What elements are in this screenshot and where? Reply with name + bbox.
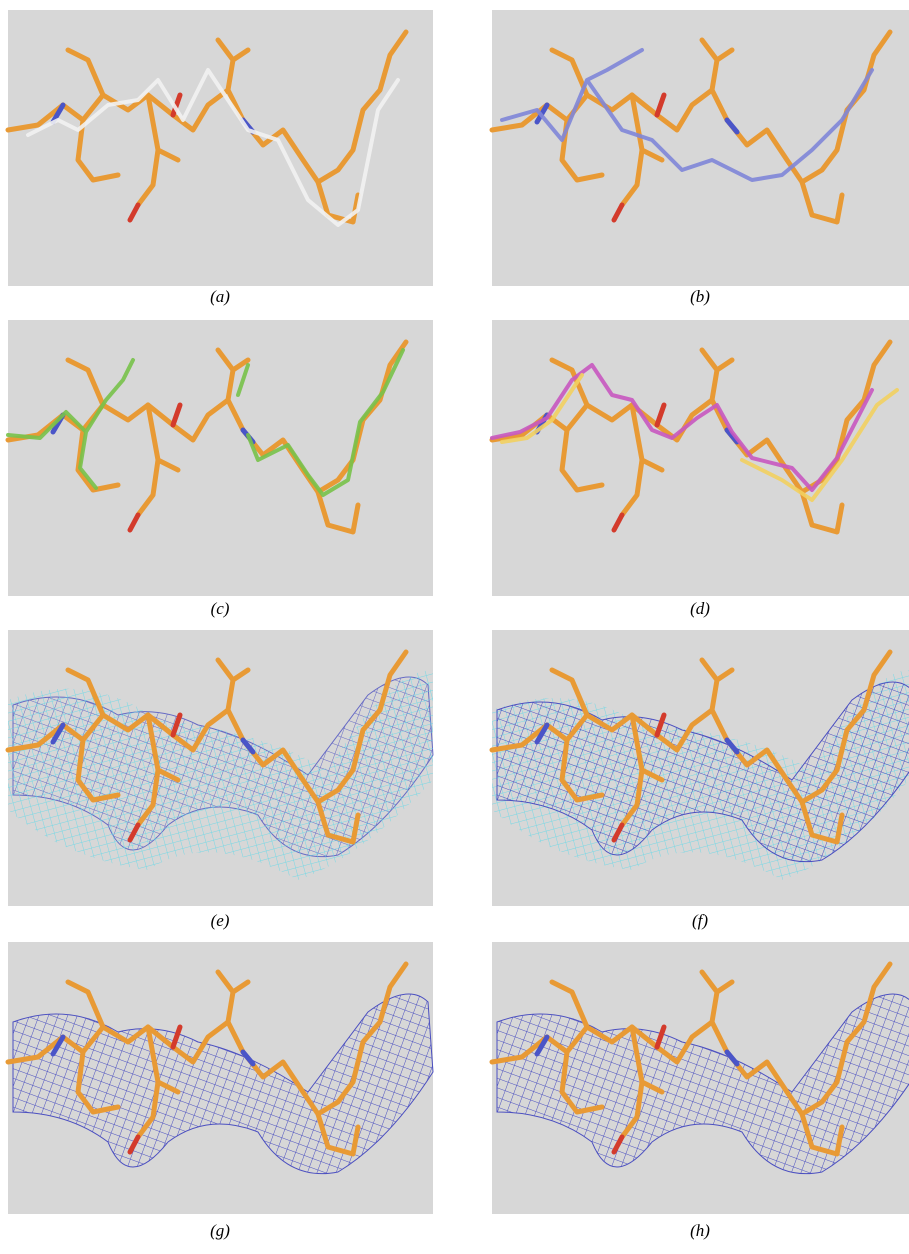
panel-label: (f) [692, 911, 708, 930]
panel-a [8, 10, 433, 286]
panel-g [8, 942, 434, 1214]
panel-label: (a) [210, 287, 230, 306]
panel-label: (g) [210, 1221, 230, 1240]
panel-c [8, 320, 433, 596]
panel-label: (b) [690, 287, 710, 306]
panel-d [492, 320, 909, 596]
panel-label: (d) [690, 599, 710, 618]
panel-label: (h) [690, 1221, 710, 1240]
panel-e [8, 630, 434, 906]
panel-b [492, 10, 909, 286]
panel-label: (e) [211, 911, 230, 930]
panel-h [492, 942, 909, 1214]
panel-f [492, 630, 909, 906]
panel-label: (c) [211, 599, 230, 618]
